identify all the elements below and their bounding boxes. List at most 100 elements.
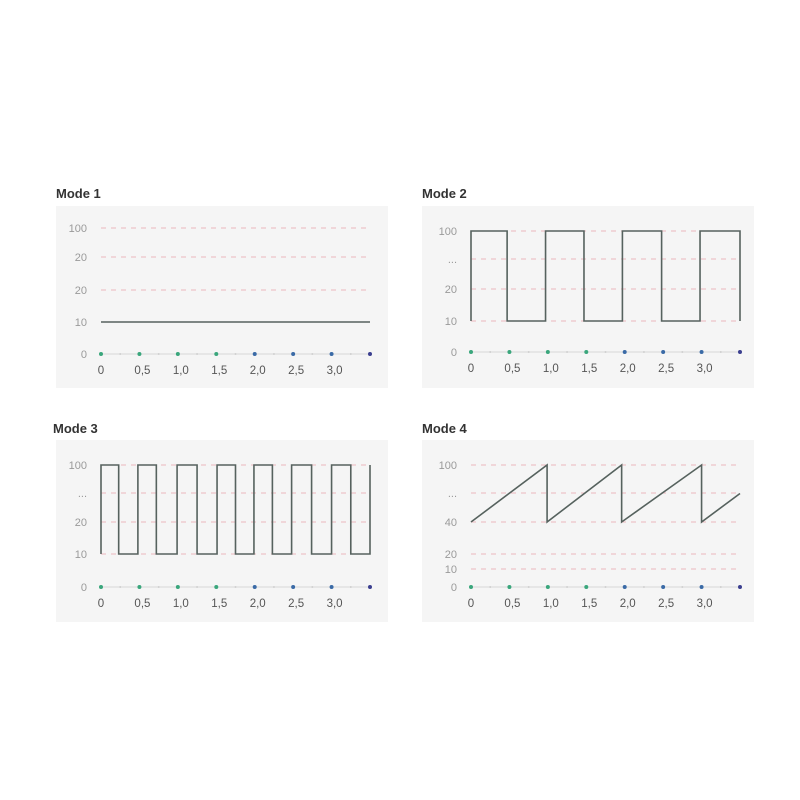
y-tick-label: ... (78, 488, 87, 500)
minor-tick (272, 353, 275, 355)
y-tick-label: 40 (445, 517, 457, 529)
minor-tick (196, 586, 199, 588)
x-tick-label: 2,5 (288, 598, 304, 610)
axis-dot (545, 585, 550, 589)
axis-dot (469, 585, 473, 589)
x-tick-label: 0,5 (134, 598, 150, 610)
minor-tick (527, 586, 530, 588)
x-tick-label: 2,0 (620, 363, 636, 375)
axis-dot (252, 352, 257, 356)
minor-tick (119, 586, 122, 588)
y-tick-label: 100 (69, 460, 87, 472)
minor-tick (527, 351, 530, 353)
x-tick-label: 3,0 (697, 363, 713, 375)
x-tick-label: 0 (98, 365, 104, 377)
axis-dot (738, 350, 742, 354)
axis-dot (137, 585, 142, 589)
axis-dot (507, 350, 512, 354)
minor-tick (119, 353, 122, 355)
x-tick-label: 1,0 (173, 365, 189, 377)
x-tick-label: 1,5 (211, 598, 227, 610)
axis-dot (329, 352, 334, 356)
chart-title: Mode 3 (53, 421, 98, 436)
panel-background (56, 440, 388, 622)
y-tick-label: 0 (451, 347, 457, 359)
axis-dot (622, 350, 627, 354)
minor-tick (681, 351, 684, 353)
axis-dot (699, 585, 704, 589)
y-tick-label: 10 (75, 317, 87, 329)
axis-dot (291, 352, 296, 356)
y-tick-label: ... (448, 488, 457, 500)
minor-tick (719, 351, 722, 353)
x-tick-label: 1,5 (581, 598, 597, 610)
chart-title: Mode 4 (422, 421, 468, 436)
minor-tick (349, 586, 352, 588)
y-tick-label: ... (448, 254, 457, 266)
series-line (470, 463, 741, 524)
axis-dot (622, 585, 627, 589)
x-tick-label: 0,5 (504, 598, 520, 610)
minor-tick (566, 586, 569, 588)
y-tick-label: 100 (439, 460, 457, 472)
axis-dot (545, 350, 550, 354)
x-tick-label: 1,0 (173, 598, 189, 610)
x-tick-label: 2,0 (250, 365, 266, 377)
x-tick-label: 0 (468, 363, 474, 375)
x-tick-label: 0,5 (504, 363, 520, 375)
minor-tick (566, 351, 569, 353)
y-tick-label: 20 (445, 284, 457, 296)
y-tick-label: 20 (445, 549, 457, 561)
x-tick-label: 3,0 (697, 598, 713, 610)
axis-dot (214, 585, 219, 589)
minor-tick (311, 353, 314, 355)
y-tick-label: 20 (75, 517, 87, 529)
minor-tick (604, 351, 607, 353)
y-tick-label: 20 (75, 252, 87, 264)
x-tick-label: 0 (98, 598, 104, 610)
x-tick-label: 1,0 (543, 598, 559, 610)
y-tick-label: 0 (81, 582, 87, 594)
minor-tick (642, 351, 645, 353)
series-line (470, 230, 741, 322)
x-tick-label: 1,0 (543, 363, 559, 375)
x-tick-label: 2,5 (658, 598, 674, 610)
minor-tick (196, 353, 199, 355)
x-tick-label: 1,5 (581, 363, 597, 375)
minor-tick (234, 353, 237, 355)
minor-tick (642, 586, 645, 588)
minor-tick (234, 586, 237, 588)
y-tick-label: 100 (439, 226, 457, 238)
axis-dot (661, 585, 666, 589)
axis-dot (738, 585, 742, 589)
axis-dot (584, 350, 589, 354)
axis-dot (584, 585, 589, 589)
x-tick-label: 2,0 (250, 598, 266, 610)
panel-background (422, 206, 754, 388)
axis-dot (291, 585, 296, 589)
x-tick-label: 0 (468, 598, 474, 610)
minor-tick (349, 353, 352, 355)
x-tick-label: 2,5 (658, 363, 674, 375)
panel-background (422, 440, 754, 622)
y-tick-label: 100 (69, 223, 87, 235)
panel-background (56, 206, 388, 388)
y-tick-label: 10 (445, 316, 457, 328)
x-tick-label: 2,5 (288, 365, 304, 377)
axis-dot (368, 352, 372, 356)
minor-tick (157, 586, 160, 588)
axis-dot (329, 585, 334, 589)
y-tick-label: 10 (445, 564, 457, 576)
series-line (100, 464, 371, 555)
axis-dot (175, 352, 180, 356)
minor-tick (681, 586, 684, 588)
minor-tick (311, 586, 314, 588)
minor-tick (604, 586, 607, 588)
y-tick-label: 0 (81, 349, 87, 361)
x-tick-label: 3,0 (327, 598, 343, 610)
minor-tick (489, 586, 492, 588)
